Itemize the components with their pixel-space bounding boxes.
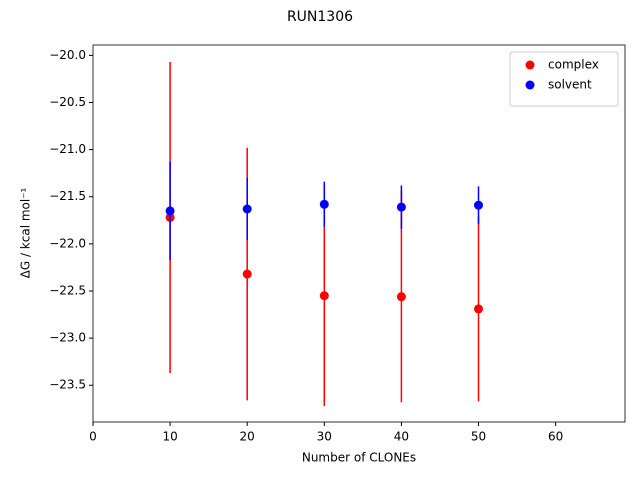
legend-box — [509, 51, 619, 107]
y-axis-label: ΔG / kcal mol⁻¹ — [19, 187, 33, 278]
y-tick-label: −22.0 — [49, 236, 86, 250]
data-point — [319, 291, 329, 301]
data-point — [165, 206, 175, 216]
y-tick-label: −23.0 — [49, 331, 86, 345]
x-tick-label: 30 — [317, 430, 332, 444]
y-tick-label: −21.0 — [49, 142, 86, 156]
data-point — [396, 202, 406, 212]
data-point — [319, 199, 329, 209]
data-point — [396, 292, 406, 302]
x-tick-label: 0 — [89, 430, 97, 444]
legend-marker — [525, 60, 535, 70]
y-tick-label: −20.5 — [49, 95, 86, 109]
x-axis-label: Number of CLONEs — [302, 451, 416, 465]
legend-label: solvent — [548, 78, 592, 92]
x-tick-label: 50 — [471, 430, 486, 444]
y-tick-label: −22.5 — [49, 283, 86, 297]
x-tick-label: 20 — [240, 430, 255, 444]
data-point — [474, 200, 484, 210]
chart-title: RUN1306 — [287, 9, 353, 25]
data-point — [242, 269, 252, 279]
plot-frame — [92, 44, 626, 423]
y-tick-label: −21.5 — [49, 189, 86, 203]
legend-marker — [525, 80, 535, 90]
x-tick-label: 10 — [162, 430, 177, 444]
x-tick-label: 60 — [548, 430, 563, 444]
y-tick-label: −20.0 — [49, 48, 86, 62]
data-point — [474, 304, 484, 314]
x-tick-label: 40 — [394, 430, 409, 444]
data-point — [242, 204, 252, 214]
legend-label: complex — [548, 58, 599, 72]
y-tick-label: −23.5 — [49, 378, 86, 392]
